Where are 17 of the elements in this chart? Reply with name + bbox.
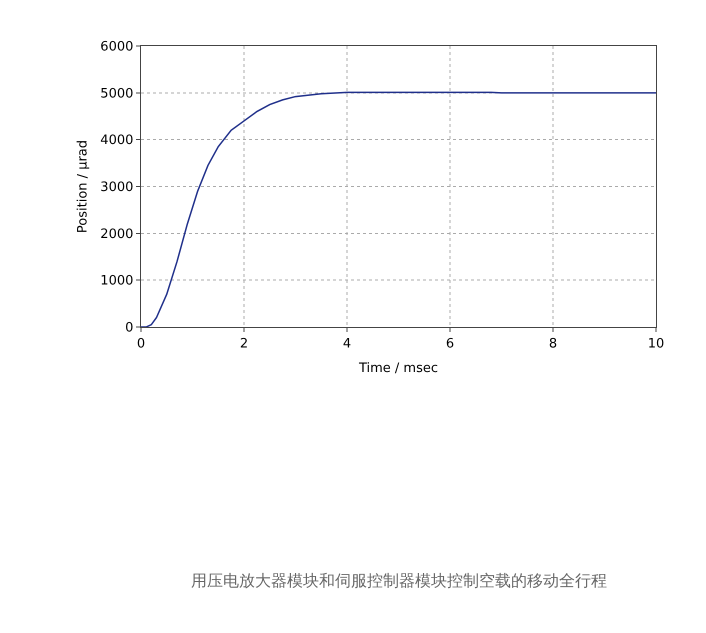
y-tick-label: 6000 [100,40,134,55]
text: 用压电放大器模块和伺服控制器模块控制空载的移动全行程 [191,571,607,590]
x-tick-label: 6 [446,336,454,352]
line-series [141,92,656,327]
y-tick-label: 4000 [100,133,134,148]
x-tick-label: 0 [136,336,146,352]
x-tick-label: 10 [648,336,664,352]
x-tick-label: 8 [548,336,558,352]
y-tick-label: 0 [125,320,134,336]
x-tick-label: 4 [342,336,352,352]
y-axis-title: Position / µrad [75,140,90,234]
x-tick-label: 2 [240,336,248,352]
y-tick-label: 2000 [100,226,134,242]
x-axis-title: Time / msec [358,361,438,376]
y-tick-label: 5000 [100,86,134,102]
y-tick-label: 1000 [100,274,134,289]
y-tick-label: 3000 [100,180,134,196]
